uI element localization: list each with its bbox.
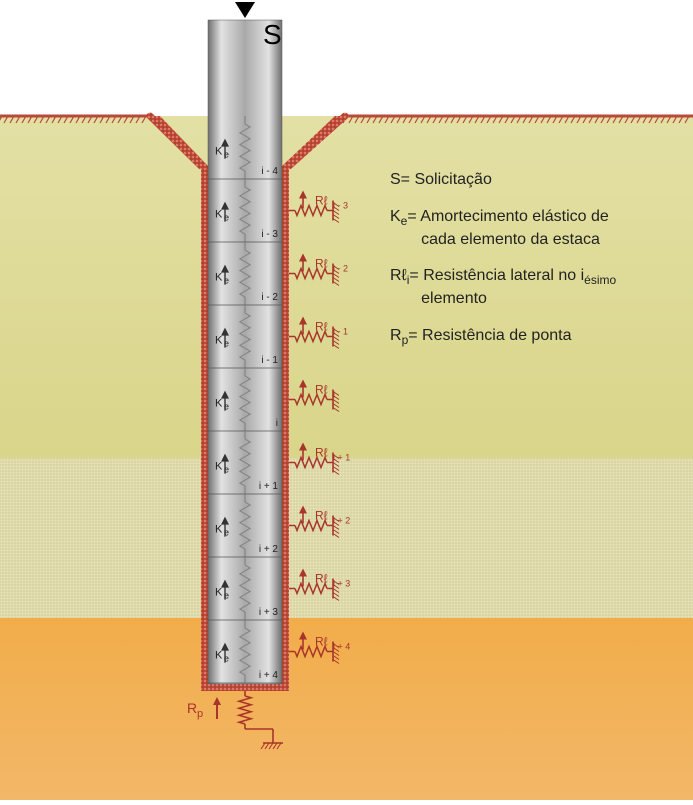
svg-text:K: K xyxy=(215,398,223,410)
svg-text:e: e xyxy=(224,402,229,412)
svg-text:i + 2: i + 2 xyxy=(259,544,279,555)
svg-text:i - 2: i - 2 xyxy=(261,292,278,303)
diagram-stage: Ke i - 4 Ke i - 3 Ke i - 2 Ke i - 1 Ke i Ke i + 1 Ke… xyxy=(0,0,693,800)
svg-text:i - 3: i - 3 xyxy=(333,201,348,211)
svg-text:i + 4: i + 4 xyxy=(333,642,350,652)
svg-text:e: e xyxy=(224,465,229,475)
svg-text:i - 2: i - 2 xyxy=(333,264,348,274)
soil-layer-2 xyxy=(0,458,693,618)
svg-text:i: i xyxy=(333,390,335,400)
svg-text:R: R xyxy=(187,700,197,716)
svg-text:Rℓ: Rℓ xyxy=(315,383,328,397)
svg-text:K: K xyxy=(215,650,223,662)
svg-text:Rℓ: Rℓ xyxy=(315,257,328,271)
svg-text:i - 4: i - 4 xyxy=(261,166,278,177)
svg-text:i + 3: i + 3 xyxy=(259,607,279,618)
svg-text:i + 2: i + 2 xyxy=(333,516,350,526)
svg-text:Rℓ: Rℓ xyxy=(315,635,328,649)
svg-text:e: e xyxy=(224,276,229,286)
svg-text:e: e xyxy=(224,150,229,160)
svg-text:K: K xyxy=(215,146,223,158)
svg-text:e: e xyxy=(224,213,229,223)
svg-text:i + 4: i + 4 xyxy=(259,670,279,681)
svg-text:e: e xyxy=(224,654,229,664)
svg-text:i: i xyxy=(276,418,278,429)
svg-text:i + 1: i + 1 xyxy=(259,481,279,492)
svg-text:K: K xyxy=(215,335,223,347)
svg-text:Rℓ: Rℓ xyxy=(315,446,328,460)
svg-text:p: p xyxy=(197,708,203,720)
svg-text:K: K xyxy=(215,587,223,599)
svg-text:K: K xyxy=(215,461,223,473)
svg-text:Rℓ: Rℓ xyxy=(315,572,328,586)
legend-item: Rp= Resistência de ponta xyxy=(390,326,673,349)
svg-text:i + 1: i + 1 xyxy=(333,453,350,463)
svg-text:K: K xyxy=(215,209,223,221)
svg-text:e: e xyxy=(224,591,229,601)
legend: S= Solicitação Ke= Amortecimento elástico… xyxy=(390,170,673,365)
svg-text:K: K xyxy=(215,524,223,536)
legend-item: Rℓi= Resistência lateral no iésimo eleme… xyxy=(390,266,673,310)
svg-text:e: e xyxy=(224,528,229,538)
legend-item: S= Solicitação xyxy=(390,170,673,191)
svg-text:e: e xyxy=(224,339,229,349)
svg-text:K: K xyxy=(215,272,223,284)
svg-text:i - 1: i - 1 xyxy=(333,327,348,337)
svg-text:S: S xyxy=(263,19,282,50)
svg-text:i + 3: i + 3 xyxy=(333,579,350,589)
svg-text:Rℓ: Rℓ xyxy=(315,509,328,523)
svg-text:i - 1: i - 1 xyxy=(261,355,278,366)
svg-text:Rℓ: Rℓ xyxy=(315,320,328,334)
svg-text:i - 3: i - 3 xyxy=(261,229,278,240)
legend-item: Ke= Amortecimento elástico de cada eleme… xyxy=(390,207,673,251)
svg-text:Rℓ: Rℓ xyxy=(315,194,328,208)
